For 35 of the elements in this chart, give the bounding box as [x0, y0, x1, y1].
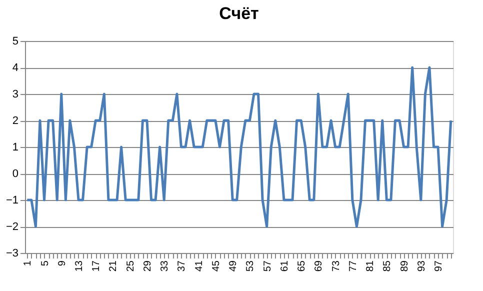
x-tick-label: 13	[74, 260, 85, 272]
y-tick-label: −2	[6, 221, 18, 233]
y-tick-label: 2	[12, 115, 18, 127]
chart-title: Счёт	[219, 4, 259, 23]
x-tick-label: 65	[296, 260, 308, 272]
x-tick-label: 77	[348, 260, 359, 272]
x-tick-label: 33	[160, 260, 171, 272]
x-tick-label: 81	[365, 260, 376, 272]
x-tick-label: 21	[108, 260, 120, 272]
x-tick-label: 1	[22, 260, 34, 266]
x-tick-label: 9	[56, 260, 68, 266]
x-tick-label: 29	[142, 260, 154, 272]
x-tick-label: 85	[382, 260, 394, 272]
y-tick-label: 3	[12, 88, 18, 100]
x-tick-label: 41	[194, 260, 205, 272]
x-tick-label: 61	[279, 260, 290, 272]
x-tick-label: 5	[40, 260, 51, 266]
x-tick-label: 45	[210, 260, 222, 272]
x-tick-label: 49	[228, 260, 240, 272]
x-tick-label: 25	[125, 260, 136, 272]
y-tick-label: −1	[6, 194, 18, 206]
x-tick-label: 17	[91, 260, 102, 272]
y-tick-label: 4	[12, 62, 18, 74]
y-tick-label: 1	[12, 142, 18, 154]
y-tick-label: −3	[6, 248, 18, 260]
x-tick-label: 53	[245, 260, 256, 272]
x-tick-label: 89	[399, 260, 410, 272]
x-tick-label: 97	[434, 260, 445, 272]
y-tick-label: 5	[12, 36, 18, 48]
x-tick-label: 37	[176, 260, 188, 272]
x-tick-label: 69	[314, 260, 325, 272]
y-tick-label: 0	[12, 168, 18, 180]
x-tick-label: 57	[262, 260, 274, 272]
x-tick-label: 93	[416, 260, 428, 272]
x-tick-label: 73	[330, 260, 342, 272]
